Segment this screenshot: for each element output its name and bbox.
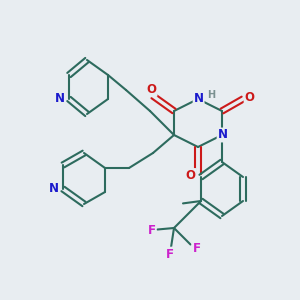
Text: H: H [207,90,216,100]
Text: F: F [193,242,200,256]
Text: F: F [148,224,155,238]
Text: O: O [146,83,157,96]
Text: O: O [185,169,196,182]
Text: N: N [55,92,65,106]
Text: N: N [194,92,204,105]
Text: O: O [244,91,255,104]
Text: F: F [166,248,173,261]
Text: N: N [49,182,59,196]
Text: N: N [218,128,228,142]
